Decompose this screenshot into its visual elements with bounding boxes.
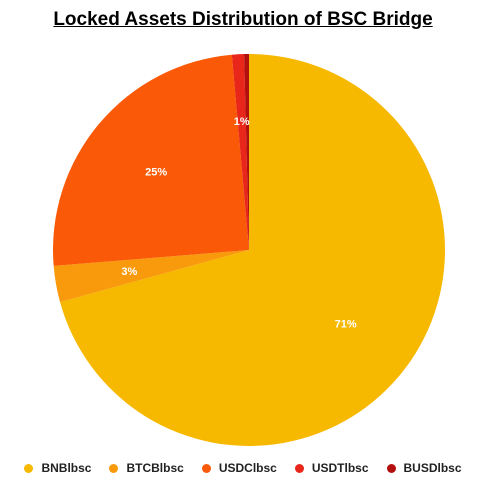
legend-swatch bbox=[386, 463, 396, 473]
legend-swatch bbox=[24, 463, 34, 473]
pie-slice-busdlbsc bbox=[244, 54, 249, 250]
legend-item-usdtlbsc: USDTlbsc bbox=[294, 461, 369, 475]
legend-item-usdclbsc: USDClbsc bbox=[201, 461, 277, 475]
pie-slice-usdtlbsc bbox=[231, 54, 249, 251]
legend-item-bnblbsc: BNBlbsc bbox=[24, 461, 91, 475]
pie-slices bbox=[53, 54, 445, 446]
legend-swatch bbox=[294, 463, 304, 473]
legend-item-btcblbsc: BTCBlbsc bbox=[109, 461, 184, 475]
chart-title: Locked Assets Distribution of BSC Bridge bbox=[53, 9, 433, 30]
pie-label-usdclbsc: 25% bbox=[145, 167, 167, 179]
pie-label-btcblbsc: 3% bbox=[121, 266, 137, 278]
pie-label-usdtlbsc: 1% bbox=[234, 116, 250, 128]
pie-slice-btcblbsc bbox=[53, 250, 249, 303]
legend: BNBlbsc BTCBlbsc USDClbsc USDTlbsc BUSDlbsc bbox=[0, 461, 486, 475]
legend-label: USDClbsc bbox=[218, 461, 277, 475]
pie-label-bnblbsc: 71% bbox=[335, 319, 357, 331]
pie-chart: 71% 3% 25% 1% bbox=[53, 54, 445, 446]
legend-label: BTCBlbsc bbox=[126, 461, 184, 475]
pie-slice-usdclbsc bbox=[53, 54, 249, 266]
legend-swatch bbox=[109, 463, 119, 473]
legend-label: USDTlbsc bbox=[311, 461, 369, 475]
legend-swatch bbox=[201, 463, 211, 473]
legend-label: BUSDlbsc bbox=[403, 461, 462, 475]
legend-item-busdlbsc: BUSDlbsc bbox=[386, 461, 462, 475]
pie-slice-bnblbsc bbox=[60, 54, 445, 446]
legend-label: BNBlbsc bbox=[41, 461, 92, 475]
pie-labels: 71% 3% 25% 1% bbox=[121, 116, 357, 331]
